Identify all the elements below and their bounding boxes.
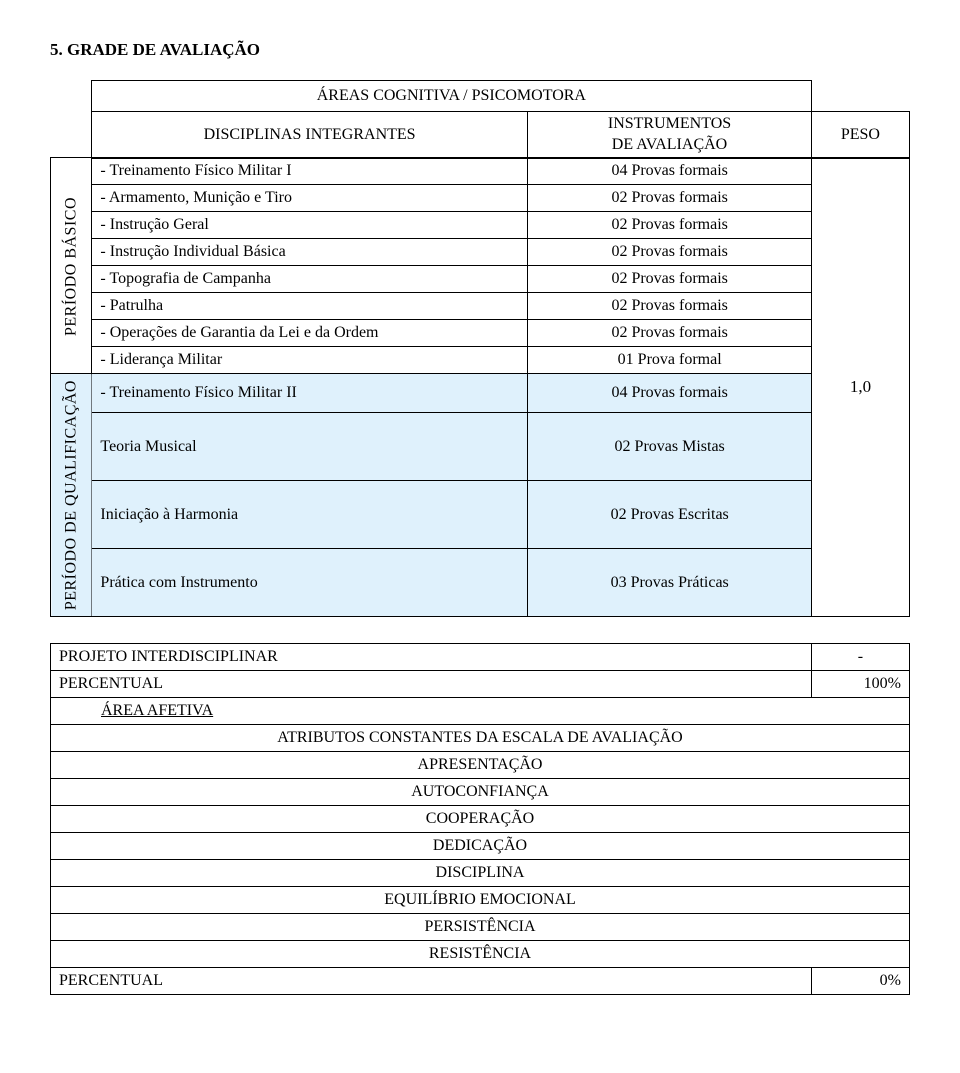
instr-cell: 03 Provas Práticas — [528, 549, 811, 617]
instr-cell: 02 Provas formais — [528, 320, 811, 347]
table-row: PERÍODO BÁSICO - Treinamento Físico Mili… — [51, 158, 910, 185]
grade-table-main: PERÍODO BÁSICO - Treinamento Físico Mili… — [50, 157, 910, 995]
header-instrumentos-2: INSTRUMENTOS DE AVALIAÇÃO — [528, 112, 812, 159]
table-row: - Topografia de Campanha 02 Provas forma… — [51, 266, 910, 293]
table-row: - Operações de Garantia da Lei e da Orde… — [51, 320, 910, 347]
disc-cell: - Patrulha — [92, 293, 528, 320]
percentual2-label: PERCENTUAL — [51, 968, 812, 995]
disc-cell: - Topografia de Campanha — [92, 266, 528, 293]
spacer-row — [51, 617, 910, 644]
instr-line2b: DE AVALIAÇÃO — [612, 136, 727, 153]
instr-cell: 02 Provas formais — [528, 239, 811, 266]
attr-row: PERSISTÊNCIA — [51, 914, 910, 941]
percentual2-row: PERCENTUAL 0% — [51, 968, 910, 995]
grade-header-table: ÁREAS COGNITIVA / PSICOMOTORA DISCIPLINA… — [50, 80, 910, 159]
table-row: Teoria Musical 02 Provas Mistas — [51, 413, 910, 481]
table-row: - Armamento, Munição e Tiro 02 Provas fo… — [51, 185, 910, 212]
header-row-areas: ÁREAS COGNITIVA / PSICOMOTORA — [50, 81, 910, 112]
attr-cell: RESISTÊNCIA — [51, 941, 910, 968]
attr-row: RESISTÊNCIA — [51, 941, 910, 968]
instr-cell: 04 Provas formais — [528, 374, 811, 413]
disc-cell: - Operações de Garantia da Lei e da Orde… — [92, 320, 528, 347]
projeto-value: - — [811, 644, 909, 671]
disc-cell: Iniciação à Harmonia — [92, 481, 528, 549]
header-areas-2: ÁREAS COGNITIVA / PSICOMOTORA — [91, 81, 811, 112]
area-afetiva-label: ÁREA AFETIVA — [51, 698, 910, 725]
projeto-label: PROJETO INTERDISCIPLINAR — [51, 644, 812, 671]
table-row: Prática com Instrumento 03 Provas Prátic… — [51, 549, 910, 617]
attr-cell: DEDICAÇÃO — [51, 833, 910, 860]
attr-row: AUTOCONFIANÇA — [51, 779, 910, 806]
attr-cell: PERSISTÊNCIA — [51, 914, 910, 941]
instr-cell: 02 Provas formais — [528, 212, 811, 239]
disc-cell: - Liderança Militar — [92, 347, 528, 374]
periodo-basico-label: PERÍODO BÁSICO — [51, 158, 92, 374]
attr-cell: EQUILÍBRIO EMOCIONAL — [51, 887, 910, 914]
instr-cell: 02 Provas formais — [528, 293, 811, 320]
table-row: - Patrulha 02 Provas formais — [51, 293, 910, 320]
attr-cell: COOPERAÇÃO — [51, 806, 910, 833]
instr-cell: 02 Provas Mistas — [528, 413, 811, 481]
attr-cell: AUTOCONFIANÇA — [51, 779, 910, 806]
disc-cell: - Instrução Geral — [92, 212, 528, 239]
atributos-header: ATRIBUTOS CONSTANTES DA ESCALA DE AVALIA… — [51, 725, 910, 752]
attr-cell: DISCIPLINA — [51, 860, 910, 887]
periodo-qualificacao-label: PERÍODO DE QUALIFICAÇÃO — [51, 374, 92, 617]
disc-cell: - Instrução Individual Básica — [92, 239, 528, 266]
disc-cell: Prática com Instrumento — [92, 549, 528, 617]
table-row: - Liderança Militar 01 Prova formal — [51, 347, 910, 374]
area-afetiva-row: ÁREA AFETIVA — [51, 698, 910, 725]
table-row: PERÍODO DE QUALIFICAÇÃO - Treinamento Fí… — [51, 374, 910, 413]
percentual2-value: 0% — [811, 968, 909, 995]
instr-cell: 02 Provas formais — [528, 266, 811, 293]
section-title: 5. GRADE DE AVALIAÇÃO — [50, 40, 910, 60]
atributos-header-row: ATRIBUTOS CONSTANTES DA ESCALA DE AVALIA… — [51, 725, 910, 752]
percentual-label: PERCENTUAL — [51, 671, 812, 698]
disc-cell: Teoria Musical — [92, 413, 528, 481]
attr-row: COOPERAÇÃO — [51, 806, 910, 833]
instr-cell: 04 Provas formais — [528, 158, 811, 185]
disc-cell: - Treinamento Físico Militar I — [92, 158, 528, 185]
percentual-value: 100% — [811, 671, 909, 698]
peso-value: 1,0 — [811, 158, 909, 617]
disc-cell: - Treinamento Físico Militar II — [92, 374, 528, 413]
header-disciplinas-2: DISCIPLINAS INTEGRANTES — [91, 112, 527, 159]
instr-cell: 01 Prova formal — [528, 347, 811, 374]
attr-row: APRESENTAÇÃO — [51, 752, 910, 779]
header-peso-2: PESO — [811, 112, 909, 159]
attr-row: EQUILÍBRIO EMOCIONAL — [51, 887, 910, 914]
attr-row: DEDICAÇÃO — [51, 833, 910, 860]
instr-cell: 02 Provas formais — [528, 185, 811, 212]
attr-row: DISCIPLINA — [51, 860, 910, 887]
projeto-row: PROJETO INTERDISCIPLINAR - — [51, 644, 910, 671]
table-row: - Instrução Individual Básica 02 Provas … — [51, 239, 910, 266]
attr-cell: APRESENTAÇÃO — [51, 752, 910, 779]
instr-line1b: INSTRUMENTOS — [608, 115, 731, 132]
header-row-cols: DISCIPLINAS INTEGRANTES INSTRUMENTOS DE … — [50, 112, 910, 159]
disc-cell: - Armamento, Munição e Tiro — [92, 185, 528, 212]
table-row: Iniciação à Harmonia 02 Provas Escritas — [51, 481, 910, 549]
percentual-row: PERCENTUAL 100% — [51, 671, 910, 698]
instr-cell: 02 Provas Escritas — [528, 481, 811, 549]
table-row: - Instrução Geral 02 Provas formais — [51, 212, 910, 239]
